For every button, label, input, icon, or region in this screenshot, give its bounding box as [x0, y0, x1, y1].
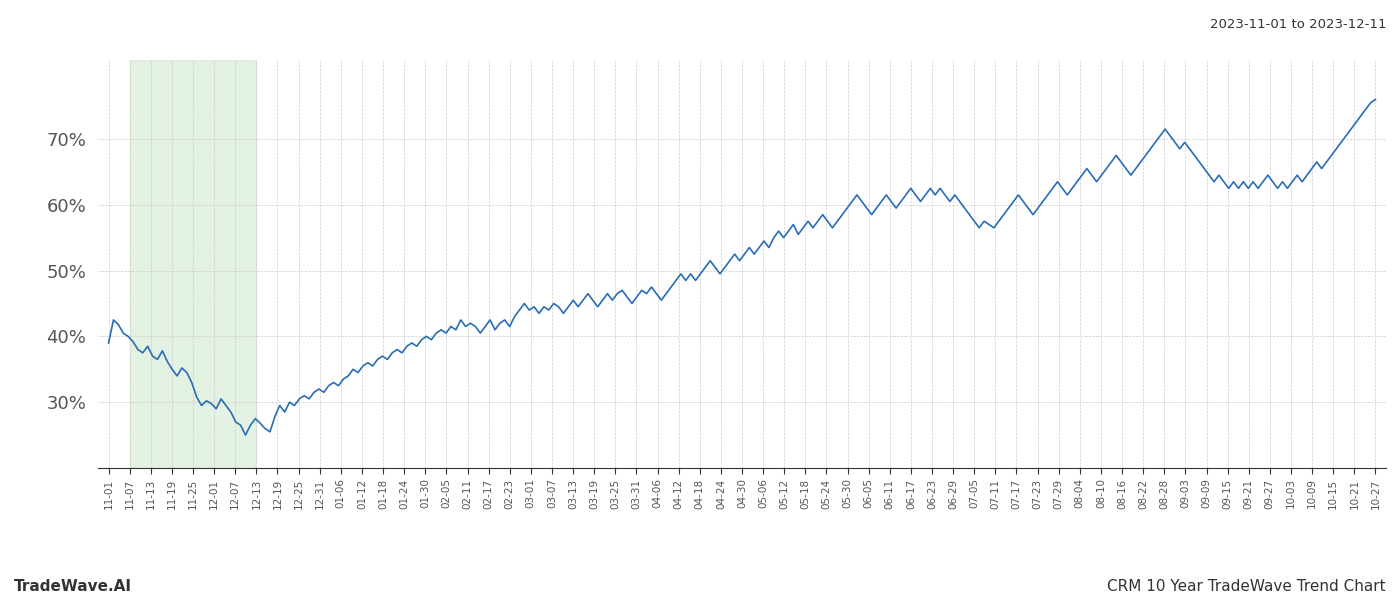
Bar — [130, 60, 256, 468]
Text: CRM 10 Year TradeWave Trend Chart: CRM 10 Year TradeWave Trend Chart — [1107, 579, 1386, 594]
Text: 2023-11-01 to 2023-12-11: 2023-11-01 to 2023-12-11 — [1210, 18, 1386, 31]
Text: TradeWave.AI: TradeWave.AI — [14, 579, 132, 594]
